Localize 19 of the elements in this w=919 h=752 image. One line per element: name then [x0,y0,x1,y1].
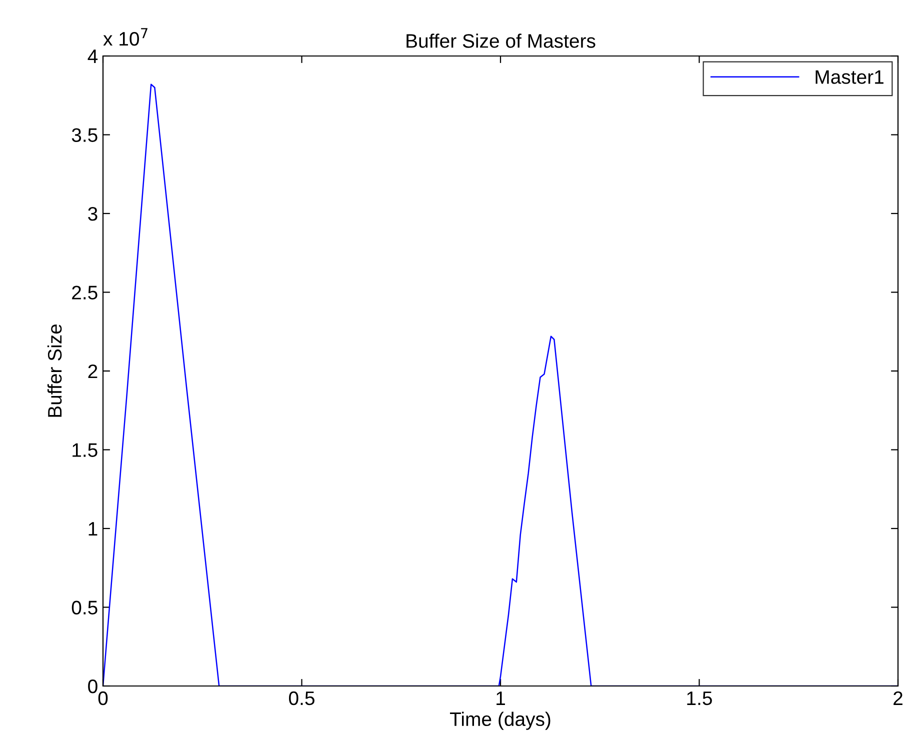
y-tick-label: 0.5 [72,600,98,614]
chart-title: Buffer Size of Masters [406,34,596,48]
x-tick-label: 1.5 [687,692,712,706]
x-tick-label: 2 [894,691,902,705]
y-axis-title: Buffer Size [47,324,62,417]
y-tick-label: 0 [88,679,98,694]
x-tick-label: 1 [496,692,505,705]
y-tick-label: 2.5 [72,286,98,300]
x-axis-title: Time (days) [450,712,550,730]
x-tick-label: 0 [98,691,108,706]
legend-label: Master1 [816,70,884,84]
y-tick-label: 1 [88,522,98,536]
y-tick-label: 1.5 [72,443,98,457]
x-tick-label: 0.5 [288,691,314,706]
y-tick-label: 3 [88,206,98,221]
y-tick-label: 4 [88,50,98,64]
text: x 10$^{7}$ [103,28,148,46]
y-tick-label: 3.5 [72,128,98,142]
y-tick-label: 2 [88,364,98,378]
